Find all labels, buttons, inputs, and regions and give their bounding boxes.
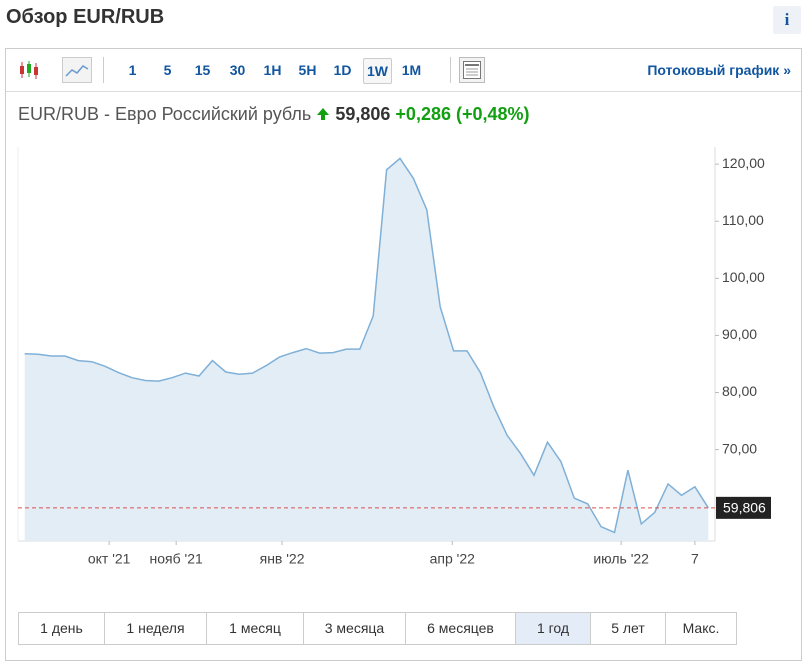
chart: Investing.com70,0080,0090,00100,00110,00… — [17, 147, 771, 567]
separator — [450, 57, 451, 83]
y-tick-label: 110,00 — [722, 212, 764, 228]
range-group: 1 день 1 неделя 1 месяц 3 месяца 6 месяцев 1 … — [18, 612, 737, 645]
range-button[interactable]: 6 месяцев — [406, 613, 516, 644]
quote-line: EUR/RUB - Евро Российский рубль 59,806 +… — [18, 104, 530, 125]
range-button[interactable]: 1 день — [19, 613, 105, 644]
x-tick-label: окт '21 — [88, 551, 131, 567]
range-button[interactable]: 1 неделя — [105, 613, 207, 644]
interval-button[interactable]: 1 — [128, 62, 137, 78]
x-tick-label: янв '22 — [260, 551, 305, 567]
interval-button[interactable]: 30 — [229, 62, 246, 78]
last-price-box — [716, 496, 771, 519]
range-button[interactable]: 5 лет — [591, 613, 666, 644]
range-button[interactable]: 1 год — [516, 613, 591, 644]
price-line — [24, 157, 709, 534]
range-button[interactable]: 3 месяца — [304, 613, 406, 644]
candlestick-icon[interactable] — [18, 59, 42, 81]
area-fill — [24, 158, 709, 541]
y-tick-label: 70,00 — [722, 440, 757, 456]
page-title: Обзор EUR/RUB — [6, 6, 165, 28]
separator — [103, 57, 104, 83]
stream-link[interactable]: Потоковый график » — [647, 62, 791, 78]
range-button[interactable]: Макс. — [682, 620, 720, 636]
change-percent: (+0,48%) — [456, 104, 530, 124]
x-tick-label: 7 — [691, 551, 699, 567]
change: +0,286 — [395, 104, 451, 124]
area-icon[interactable] — [62, 57, 92, 83]
instrument-name: EUR/RUB - Евро Российский рубль — [18, 104, 312, 124]
interval-button[interactable]: 15 — [194, 62, 211, 78]
toolbar: 1 5 15 30 1H 5H 1D 1W 1M Потоковый график » — [6, 49, 801, 92]
interval-button[interactable]: 1M — [401, 62, 422, 78]
x-tick-label: нояб '21 — [150, 551, 203, 567]
info-button[interactable]: i — [773, 6, 801, 34]
price: 59,806 — [335, 104, 391, 124]
range-button[interactable]: 1 месяц — [207, 613, 304, 644]
table-icon[interactable] — [459, 57, 485, 83]
interval-button[interactable]: 5H — [298, 62, 317, 78]
last-price-label: 59,806 — [723, 500, 766, 516]
interval-button[interactable]: 1W — [363, 58, 392, 84]
interval-button[interactable]: 1H — [263, 62, 282, 78]
x-tick-label: апр '22 — [430, 551, 476, 567]
y-tick-label: 100,00 — [722, 269, 765, 285]
x-tick-label: июль '22 — [593, 551, 649, 567]
interval-button[interactable]: 1D — [333, 62, 352, 78]
y-tick-label: 120,00 — [722, 155, 765, 171]
interval-button[interactable]: 5 — [163, 62, 172, 78]
y-tick-label: 80,00 — [722, 383, 757, 399]
y-tick-label: 90,00 — [722, 326, 757, 342]
up-arrow — [317, 108, 330, 120]
